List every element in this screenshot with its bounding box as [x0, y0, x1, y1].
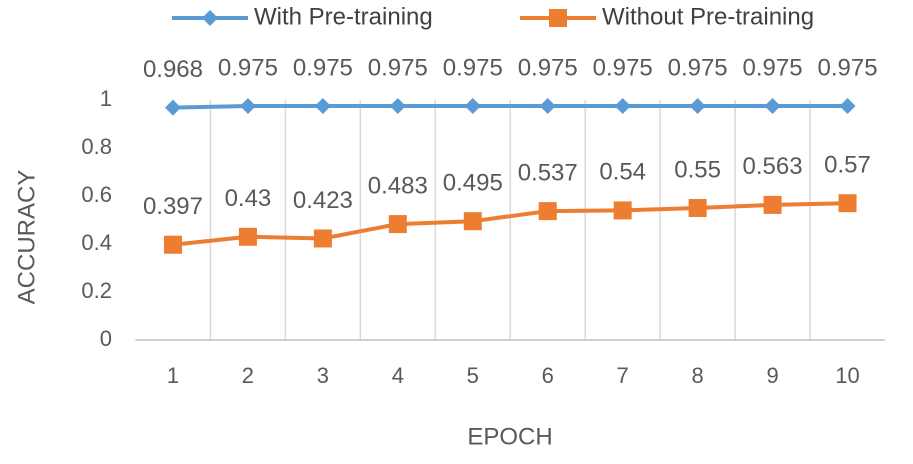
data-label: 0.975: [443, 54, 503, 81]
marker: [163, 235, 182, 254]
marker: [538, 202, 557, 221]
x-tick-label: 10: [835, 363, 859, 388]
x-tick-label: 4: [392, 363, 404, 388]
x-tick-label: 6: [542, 363, 554, 388]
marker: [314, 98, 331, 114]
marker: [202, 10, 218, 26]
data-label: 0.968: [143, 56, 203, 83]
x-tick-label: 7: [617, 363, 629, 388]
marker: [389, 98, 406, 114]
data-label: 0.54: [599, 159, 646, 186]
data-label: 0.397: [143, 193, 203, 220]
marker: [689, 98, 706, 114]
data-label: 0.483: [368, 172, 428, 199]
marker: [763, 195, 782, 214]
data-label: 0.55: [674, 156, 721, 183]
data-label: 0.537: [518, 159, 578, 186]
marker: [764, 98, 781, 114]
marker: [239, 98, 256, 114]
data-label: 0.975: [368, 54, 428, 81]
data-label: 0.975: [293, 54, 353, 81]
legend-label: Without Pre-training: [602, 3, 814, 30]
y-axis-title: ACCURACY: [13, 170, 40, 305]
series-line: [172, 104, 848, 110]
x-tick-label: 5: [467, 363, 479, 388]
data-label: 0.495: [443, 170, 503, 197]
y-tick-label: 0.8: [81, 134, 112, 159]
marker: [463, 212, 482, 231]
marker: [549, 9, 567, 27]
marker: [839, 98, 856, 114]
marker: [238, 227, 257, 246]
legend-label: With Pre-training: [254, 3, 433, 30]
x-tick-label: 2: [242, 363, 254, 388]
marker: [388, 215, 407, 234]
y-tick-label: 0.2: [81, 278, 112, 303]
y-tick-label: 0.6: [81, 182, 112, 207]
marker: [539, 98, 556, 114]
marker: [838, 194, 857, 213]
y-tick-label: 0.4: [81, 230, 112, 255]
y-tick-label: 0: [100, 326, 112, 351]
series-line: [172, 201, 848, 247]
marker: [688, 199, 707, 217]
data-label: 0.975: [593, 54, 653, 81]
x-tick-label: 8: [692, 363, 704, 388]
data-label: 0.975: [817, 54, 877, 81]
x-tick-label: 9: [766, 363, 778, 388]
x-tick-label: 3: [317, 363, 329, 388]
marker: [613, 201, 632, 220]
marker: [464, 98, 481, 114]
y-tick-label: 1: [100, 86, 112, 111]
data-label: 0.57: [824, 152, 871, 179]
data-label: 0.975: [668, 54, 728, 81]
marker: [614, 98, 631, 114]
x-tick-label: 1: [167, 363, 179, 388]
marker: [313, 229, 332, 248]
data-label: 0.975: [743, 54, 803, 81]
data-label: 0.43: [225, 185, 272, 212]
x-axis-title: EPOCH: [467, 423, 552, 450]
data-label: 0.423: [293, 187, 353, 214]
data-label: 0.975: [518, 54, 578, 81]
data-label: 0.975: [218, 54, 278, 81]
marker: [164, 99, 181, 116]
data-label: 0.563: [743, 153, 803, 180]
